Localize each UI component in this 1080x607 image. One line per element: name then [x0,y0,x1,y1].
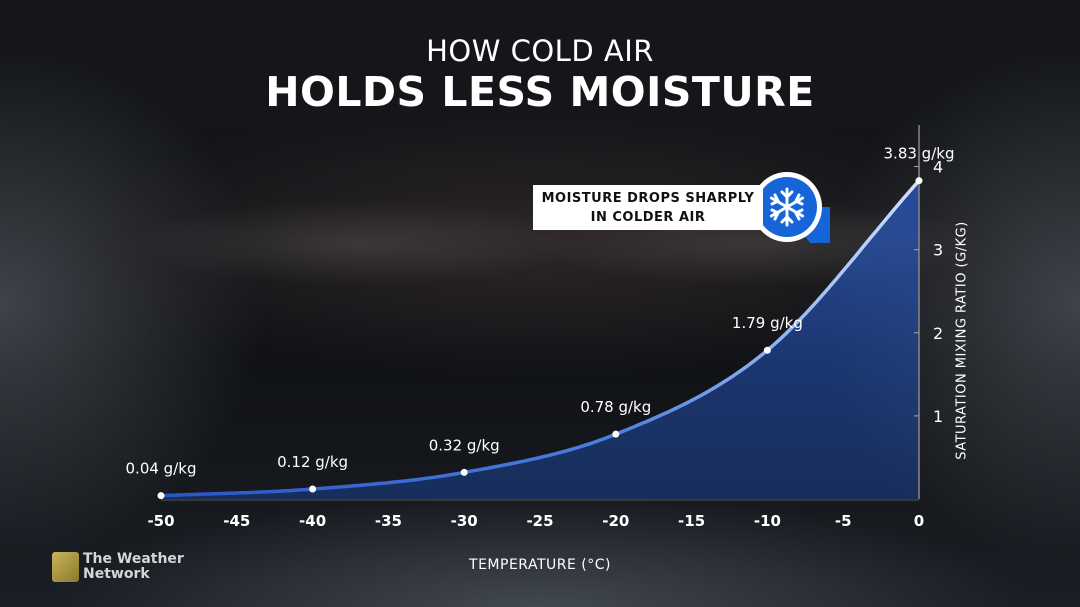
x-ticks: -50 -45 -40 -35 -30 -25 -20 -15 -10 -5 0 [147,512,924,530]
data-point [460,468,468,476]
data-points [157,177,923,500]
brand-logo-icon [52,552,79,582]
data-point [309,485,317,493]
x-tick-label: -35 [375,512,402,530]
data-labels: 0.04 g/kg 0.12 g/kg 0.32 g/kg 0.78 g/kg 1.79… [126,145,955,478]
data-label: 1.79 g/kg [732,314,803,332]
title-line-2: HOLDS LESS MOISTURE [265,68,815,116]
y-ticks: 1 2 3 4 [914,158,943,426]
area-fill [161,180,919,499]
x-axis-label: TEMPERATURE (°C) [469,557,611,573]
x-tick-label: -10 [754,512,781,530]
callout-line-2: IN COLDER AIR [590,210,706,225]
x-tick-label: 0 [914,512,924,530]
data-label: 0.78 g/kg [580,398,651,416]
data-label: 3.83 g/kg [884,145,955,163]
data-point [157,492,165,500]
x-tick-label: -50 [147,512,174,530]
y-tick-label: 2 [933,324,943,343]
callout-box: MOISTURE DROPS SHARPLY IN COLDER AIR [533,185,763,230]
brand-line-1: The Weather [83,551,184,567]
series-line [159,178,921,498]
y-tick-label: 3 [933,241,943,260]
x-tick-label: -15 [678,512,705,530]
callout-badge [752,172,830,243]
data-point [915,177,923,185]
y-tick-label: 1 [933,407,943,426]
x-tick-label: -45 [223,512,250,530]
y-axis-label: SATURATION MIXING RATIO (G/KG) [954,221,970,460]
data-label: 0.32 g/kg [429,436,500,454]
brand-line-2: Network [83,566,150,582]
title-line-1: HOW COLD AIR [426,34,654,68]
data-label: 0.12 g/kg [277,453,348,471]
brand-name: The Weather Network [83,552,203,582]
snowflake-icon [769,187,805,227]
data-label: 0.04 g/kg [126,460,197,478]
data-point [612,430,620,438]
callout-line-1: MOISTURE DROPS SHARPLY [541,191,755,206]
x-tick-label: -40 [299,512,326,530]
x-tick-label: -30 [451,512,478,530]
x-tick-label: -5 [835,512,852,530]
data-point [763,346,771,354]
y-tick-label: 4 [933,158,943,177]
x-tick-label: -20 [602,512,629,530]
x-tick-label: -25 [526,512,553,530]
